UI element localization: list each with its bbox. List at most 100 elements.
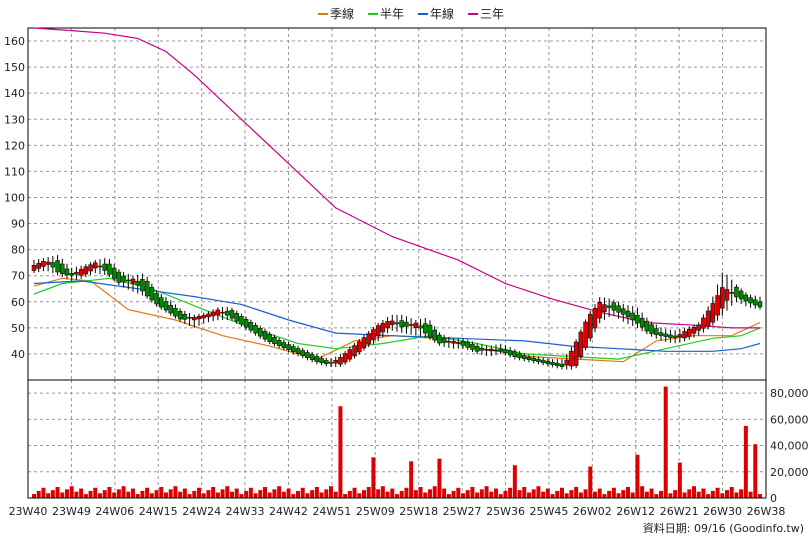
- candle-body: [748, 297, 753, 304]
- volume-bar: [267, 492, 272, 498]
- volume-bar: [531, 489, 536, 498]
- volume-bar: [432, 486, 437, 498]
- volume-bar: [215, 492, 220, 498]
- volume-bar: [197, 487, 201, 498]
- candle: [503, 345, 508, 356]
- volume-bar: [734, 492, 739, 498]
- volume-bar: [673, 490, 678, 498]
- y-tick-label: 120: [4, 139, 25, 152]
- candle-body: [55, 260, 60, 273]
- volume-bar: [140, 490, 145, 498]
- volume-bar: [550, 494, 555, 498]
- candle-body: [682, 331, 687, 339]
- x-tick-label: 24W15: [139, 505, 178, 518]
- volume-bar: [192, 490, 197, 498]
- candle-body: [734, 286, 739, 298]
- legend-item-3: 三年: [468, 7, 504, 21]
- candle-body: [621, 308, 626, 315]
- candle: [45, 257, 51, 272]
- candle-body: [314, 356, 320, 362]
- candle-body: [248, 322, 254, 331]
- candle: [404, 316, 409, 334]
- candle: [309, 351, 315, 363]
- candle-body: [83, 266, 89, 275]
- volume-bar: [98, 493, 102, 498]
- candle: [682, 328, 687, 342]
- volume-bar: [380, 486, 385, 498]
- candle-body: [267, 334, 272, 342]
- volume-bar: [357, 493, 362, 498]
- candle: [456, 338, 461, 349]
- candle-body: [149, 287, 155, 301]
- volume-bar: [178, 491, 183, 498]
- candle-body: [701, 317, 706, 329]
- x-tick-label: 24W24: [182, 505, 221, 518]
- candle: [262, 328, 268, 342]
- candle-body: [295, 348, 301, 354]
- y-tick-label: 150: [4, 61, 25, 74]
- volume-bar: [145, 487, 150, 498]
- candle: [239, 313, 244, 327]
- candle-body: [182, 313, 188, 320]
- volume-bar: [329, 486, 333, 498]
- volume-bar: [616, 493, 621, 498]
- volume-bar: [126, 491, 131, 498]
- volume-bar: [79, 488, 84, 498]
- ma-line-3: [33, 27, 760, 329]
- volume-bar: [352, 487, 357, 498]
- volume-bar: [366, 486, 371, 498]
- volume-bar: [593, 491, 597, 498]
- candle: [41, 258, 46, 272]
- candle: [498, 343, 503, 355]
- volume-bar: [234, 488, 239, 498]
- candle-body: [111, 267, 117, 279]
- candle-body: [611, 302, 617, 311]
- candle: [394, 314, 400, 332]
- candle-body: [408, 324, 414, 326]
- candle-body: [418, 325, 423, 329]
- candle: [258, 325, 263, 339]
- candle-body: [592, 307, 598, 329]
- volume-bar: [107, 486, 112, 498]
- candle: [366, 330, 371, 348]
- candle-body: [479, 347, 485, 351]
- y-tick-label: 110: [4, 165, 25, 178]
- candle: [31, 260, 37, 274]
- volume-bar: [564, 493, 569, 498]
- volume-bar: [74, 491, 79, 498]
- candle-body: [305, 352, 310, 358]
- candle-body: [126, 279, 131, 282]
- candle-body: [121, 275, 126, 283]
- volume-bar: [206, 490, 211, 498]
- volume-bar: [668, 493, 673, 498]
- candle: [324, 357, 329, 367]
- candle: [573, 339, 579, 369]
- candle-body: [630, 312, 635, 321]
- x-tick-label: 25W09: [356, 505, 395, 518]
- x-tick-label: 25W45: [530, 505, 569, 518]
- candle: [517, 351, 522, 361]
- candle: [437, 332, 442, 346]
- candle-body: [399, 320, 404, 328]
- candle-body: [658, 332, 664, 336]
- y-tick-label: 60: [11, 296, 25, 309]
- candle-body: [512, 351, 518, 357]
- candle-body: [41, 261, 46, 267]
- candle-body: [338, 357, 343, 365]
- volume-bar: [451, 490, 456, 498]
- volume-bar: [569, 490, 574, 498]
- x-tick-label: 24W42: [269, 505, 308, 518]
- volume-bar: [305, 493, 310, 498]
- candle: [663, 328, 668, 342]
- volume-bar: [244, 490, 249, 498]
- candle: [225, 306, 230, 321]
- candle-body: [159, 297, 164, 308]
- volume-bar: [362, 490, 366, 498]
- candle-body: [564, 359, 569, 366]
- candle: [630, 306, 635, 327]
- candle: [126, 273, 131, 290]
- candle-body: [130, 278, 136, 284]
- candle-body: [366, 333, 371, 345]
- volume-bar: [88, 490, 93, 498]
- candle: [234, 310, 239, 324]
